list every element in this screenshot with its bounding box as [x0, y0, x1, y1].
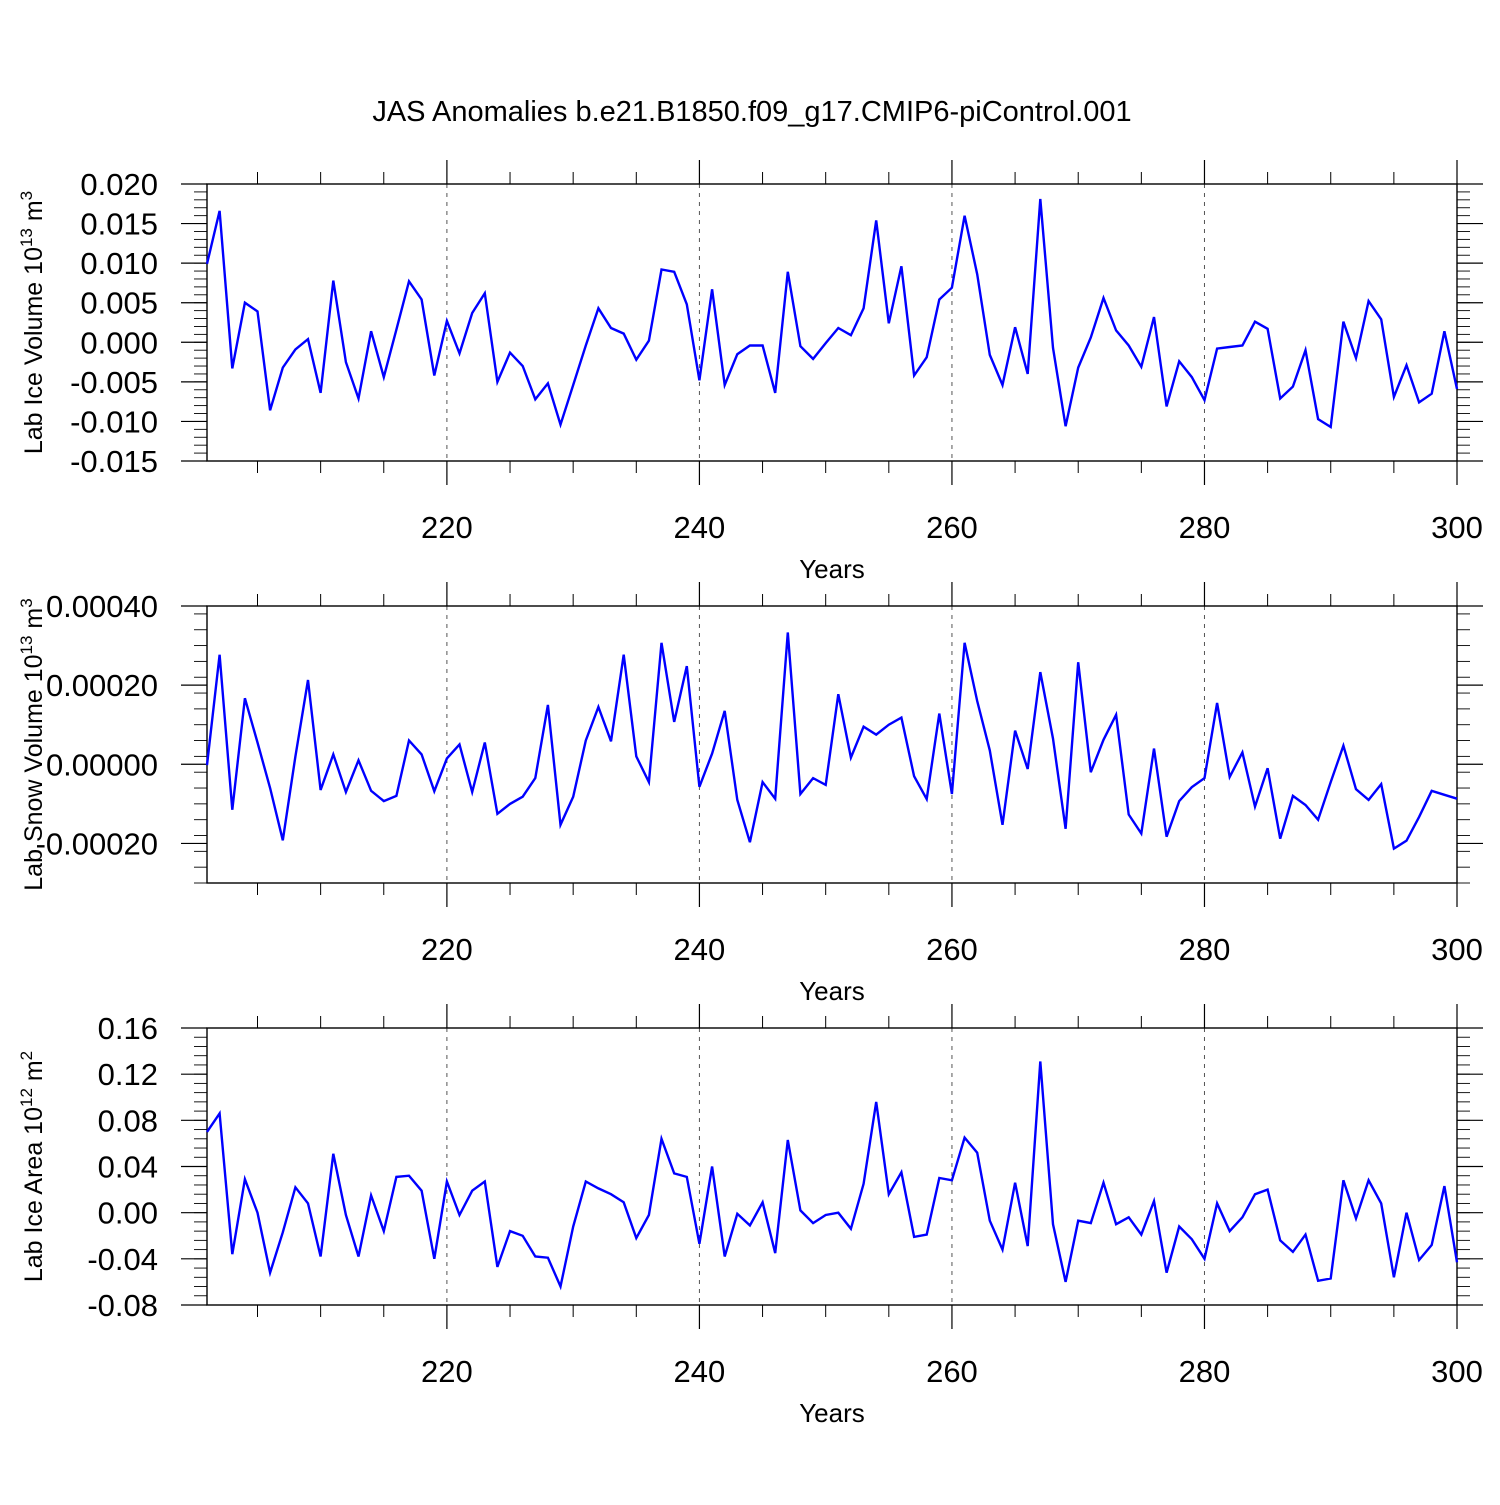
y-axis-label-space [30, 1081, 58, 1088]
y-tick-label: 0.00000 [46, 747, 158, 782]
series-line-2 [205, 632, 1458, 851]
y-axis-label-ylabel-unit: m [20, 608, 48, 629]
y-axis-label-ylabel-exp: 13 [17, 228, 36, 247]
y-tick-label: 0.005 [80, 286, 158, 321]
y-axis-label: Lab Ice Volume 1013 m3 [17, 191, 58, 454]
y-axis-label-ylabel-unit: m [20, 200, 48, 221]
y-axis-label-ylabel-unit-exp: 3 [17, 191, 36, 200]
panel-3: 220 240 260 280 300 0.16 0.12 0.08 0.04 0.00 -0.04… [17, 1004, 1483, 1428]
panel-2: 220 240 260 280 300 0.00040 0.00020 0.00000 -0.0… [17, 582, 1483, 1006]
y-axis-label: Lab Ice Area 1012 m2 [17, 1051, 58, 1282]
x-tick-label: 220 [421, 510, 473, 545]
x-tick-label: 240 [674, 932, 726, 967]
y-tick-label: 0.08 [98, 1103, 158, 1138]
y-axis-label-ylabel-unit-exp: 3 [17, 598, 36, 607]
plot-frame [206, 605, 1458, 884]
x-tick-label: 220 [421, 1354, 473, 1389]
x-axis-label: Years [799, 976, 865, 1006]
plot-frame [206, 183, 1458, 462]
chart-title: JAS Anomalies b.e21.B1850.f09_g17.CMIP6-… [372, 96, 1131, 128]
x-axis-label: Years [799, 1398, 865, 1428]
x-tick-label: 260 [926, 932, 978, 967]
y-tick-label: 0.00020 [46, 668, 158, 703]
y-tick-label: 0.020 [80, 167, 158, 202]
y-tick-label: -0.04 [87, 1242, 158, 1277]
x-tick-label: 280 [1179, 510, 1231, 545]
x-tick-label: 280 [1179, 1354, 1231, 1389]
y-axis-label-ylabel-exp: 12 [17, 1088, 36, 1107]
y-axis-label-ylabel-main: Lab Snow Volume 10 [20, 654, 48, 890]
y-axis-label: Lab Snow Volume 1013 m3 [17, 598, 58, 890]
y-tick-label: 0.04 [98, 1150, 158, 1185]
x-tick-label: 240 [674, 1354, 726, 1389]
series-line-3 [206, 1061, 1459, 1291]
plot-frame [206, 1027, 1458, 1306]
x-tick-label: 220 [421, 932, 473, 967]
y-tick-label: -0.00020 [36, 826, 158, 861]
y-tick-label: 0.12 [98, 1057, 158, 1092]
x-tick-label: 280 [1179, 932, 1231, 967]
x-tick-label: 260 [926, 510, 978, 545]
y-tick-label: 0.00040 [46, 589, 158, 624]
y-tick-label: 0.000 [80, 325, 158, 360]
panel-1: 220 240 260 280 300 0.020 0.015 0.010 0.005 0.000… [17, 160, 1483, 584]
y-tick-label: -0.08 [87, 1288, 158, 1323]
y-axis-label-ylabel-main: Lab Ice Volume 10 [20, 247, 48, 454]
y-tick-label: 0.015 [80, 207, 158, 242]
x-tick-label: 240 [674, 510, 726, 545]
y-tick-label: 0.00 [98, 1196, 158, 1231]
y-axis-label-ylabel-unit-exp: 2 [17, 1051, 36, 1060]
y-tick-label: 0.16 [98, 1011, 158, 1046]
x-tick-label: 300 [1431, 510, 1483, 545]
x-tick-label: 260 [926, 1354, 978, 1389]
x-tick-label: 300 [1431, 932, 1483, 967]
y-tick-label: -0.010 [70, 404, 158, 439]
y-axis-label-ylabel-exp: 13 [17, 636, 36, 655]
y-tick-label: -0.015 [70, 444, 158, 479]
x-tick-label: 300 [1431, 1354, 1483, 1389]
y-tick-label: -0.005 [70, 365, 158, 400]
y-axis-label-space [30, 629, 58, 636]
y-axis-label-space [30, 221, 58, 228]
series-line-1 [205, 198, 1459, 430]
y-axis-label-ylabel-main: Lab Ice Area 10 [20, 1107, 48, 1282]
y-tick-label: 0.010 [80, 246, 158, 281]
x-axis-label: Years [799, 554, 865, 584]
y-axis-label-ylabel-unit: m [20, 1060, 48, 1081]
